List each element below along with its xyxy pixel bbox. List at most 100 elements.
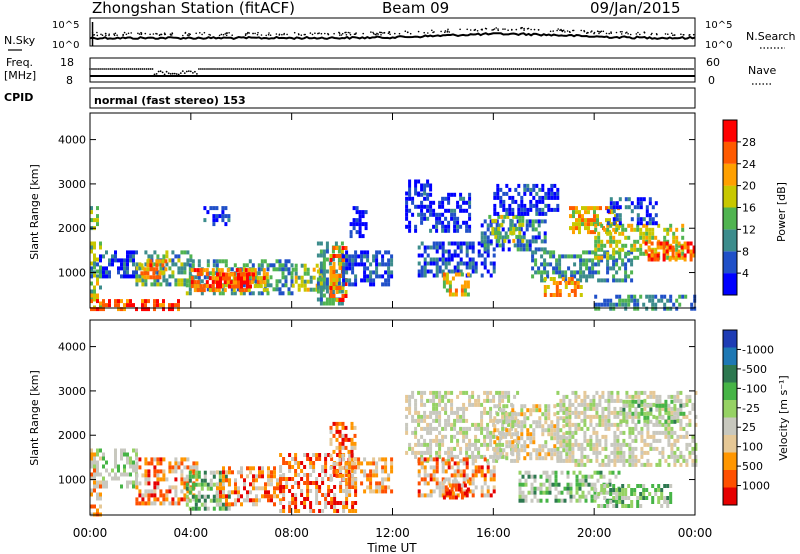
range-cell	[147, 307, 150, 312]
range-cell	[459, 458, 463, 463]
range-cell	[282, 505, 286, 509]
nave-point	[433, 68, 436, 70]
range-cell	[468, 257, 472, 262]
range-cell	[658, 403, 662, 408]
range-cell	[619, 419, 623, 424]
range-cell	[681, 235, 685, 240]
nave-point	[518, 68, 521, 70]
range-cell	[465, 473, 469, 478]
range-cell	[252, 276, 255, 281]
range-cell	[560, 490, 564, 495]
range-cell	[358, 214, 362, 219]
range-cell	[489, 231, 493, 236]
range-cell	[613, 462, 617, 467]
range-cell	[316, 285, 320, 290]
nsearch-point	[260, 34, 263, 36]
range-cell	[510, 434, 514, 439]
range-cell	[342, 489, 346, 493]
range-cell	[153, 489, 157, 494]
range-cell	[348, 278, 352, 283]
range-cell	[135, 266, 139, 271]
range-cell	[619, 411, 623, 416]
range-cell	[501, 235, 505, 240]
range-cell	[117, 307, 120, 312]
range-cell	[129, 274, 132, 279]
range-cell	[627, 251, 631, 256]
range-cell	[206, 210, 210, 215]
range-cell	[471, 390, 475, 395]
range-cell	[342, 262, 346, 267]
power-colorbar-swatch	[723, 273, 737, 295]
range-cell	[595, 402, 599, 407]
range-cell	[604, 414, 608, 419]
range-cell	[102, 464, 105, 469]
range-cell	[639, 205, 643, 210]
range-cell	[454, 495, 458, 500]
range-cell	[643, 418, 647, 423]
range-cell	[211, 288, 215, 293]
range-cell	[345, 270, 349, 275]
range-cell	[685, 422, 689, 427]
range-cell	[429, 245, 433, 250]
range-cell	[519, 239, 523, 244]
range-cell	[329, 294, 333, 298]
range-cell	[138, 262, 142, 267]
range-cell	[329, 477, 333, 482]
range-cell	[387, 258, 391, 263]
range-cell	[618, 266, 622, 271]
range-cell	[203, 218, 207, 223]
range-cell	[549, 254, 553, 259]
nave-point	[254, 68, 257, 70]
range-cell	[673, 398, 677, 403]
nave-point	[615, 68, 618, 70]
range-cell	[468, 192, 472, 197]
range-cell	[619, 450, 623, 455]
range-cell	[504, 235, 508, 240]
range-cell	[132, 250, 135, 255]
range-cell	[149, 263, 153, 268]
range-cell	[488, 214, 492, 219]
range-cell	[578, 470, 582, 475]
range-cell	[171, 469, 175, 474]
nsearch-point	[561, 30, 564, 33]
range-cell	[673, 462, 677, 467]
range-cell	[93, 245, 96, 250]
range-cell	[138, 274, 142, 279]
range-cell	[551, 482, 555, 487]
range-cell	[689, 253, 693, 258]
range-cell	[225, 272, 228, 277]
nsearch-point	[256, 33, 259, 36]
range-cell	[612, 274, 616, 279]
range-cell	[492, 430, 496, 435]
range-cell	[350, 437, 354, 442]
nsearch-point	[495, 27, 498, 29]
range-cell	[543, 293, 547, 297]
range-cell	[609, 235, 613, 240]
freq-tick-bottom: 8	[66, 74, 73, 87]
range-cell	[432, 410, 436, 415]
range-cell	[324, 501, 328, 505]
range-cell	[417, 457, 421, 462]
range-cell	[583, 414, 587, 419]
range-cell	[528, 223, 532, 228]
range-cell	[300, 493, 304, 497]
range-cell	[186, 465, 190, 470]
range-cell	[661, 415, 665, 420]
range-cell	[556, 191, 560, 196]
range-cell	[651, 227, 655, 232]
range-cell	[456, 200, 460, 205]
range-cell	[633, 255, 637, 260]
range-cell	[335, 274, 339, 278]
range-cell	[411, 446, 415, 451]
range-cell	[442, 479, 446, 484]
range-cell	[538, 408, 542, 413]
range-cell	[618, 197, 622, 202]
range-cell	[615, 294, 619, 299]
range-cell	[597, 270, 601, 275]
range-cell	[255, 486, 258, 491]
range-cell	[630, 488, 634, 492]
range-cell	[615, 302, 619, 307]
range-cell	[420, 418, 424, 423]
range-cell	[631, 454, 635, 459]
range-cell	[649, 402, 653, 407]
